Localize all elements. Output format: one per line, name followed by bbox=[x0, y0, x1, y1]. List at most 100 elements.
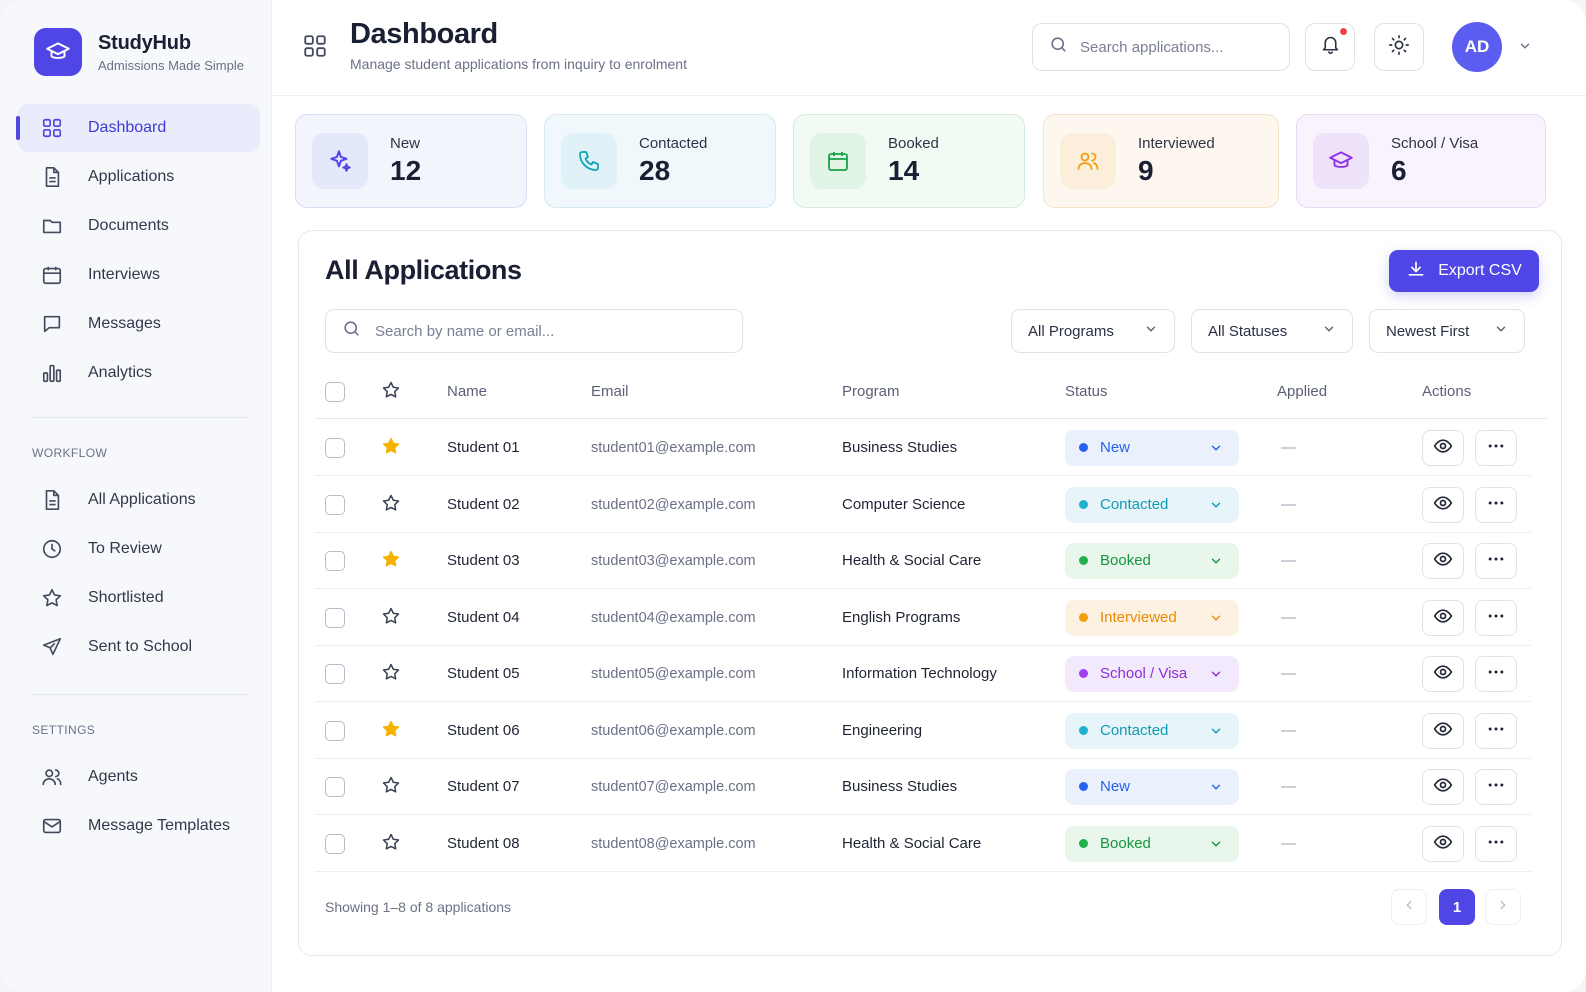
sidebar-item-message-templates[interactable]: Message Templates bbox=[18, 802, 260, 850]
more-actions-button[interactable] bbox=[1475, 655, 1517, 692]
prev-page-button[interactable] bbox=[1391, 889, 1427, 925]
row-checkbox[interactable] bbox=[325, 776, 345, 797]
more-actions-button[interactable] bbox=[1475, 825, 1517, 862]
star-icon[interactable] bbox=[381, 606, 401, 630]
sidebar-item-sent-to-school[interactable]: Sent to School bbox=[18, 623, 260, 671]
status-select[interactable]: New bbox=[1065, 429, 1239, 466]
column-header-status[interactable]: Status bbox=[1065, 383, 1108, 400]
brand-name: StudyHub bbox=[98, 31, 191, 54]
more-actions-button[interactable] bbox=[1475, 542, 1517, 579]
more-actions-button[interactable] bbox=[1475, 429, 1517, 466]
more-actions-button[interactable] bbox=[1475, 768, 1517, 805]
student-email: student05@example.com bbox=[591, 665, 756, 682]
star-filled-icon[interactable] bbox=[381, 436, 401, 460]
star-icon[interactable] bbox=[381, 380, 401, 404]
view-button[interactable] bbox=[1422, 486, 1464, 523]
star-filled-icon[interactable] bbox=[381, 549, 401, 573]
star-filled-icon[interactable] bbox=[381, 719, 401, 743]
column-header-email[interactable]: Email bbox=[591, 383, 629, 400]
status-select[interactable]: New bbox=[1065, 768, 1239, 805]
status-select[interactable]: Interviewed bbox=[1065, 599, 1239, 636]
table-row[interactable]: Student 05 student05@example.com Informati… bbox=[315, 645, 1531, 702]
student-email: student03@example.com bbox=[591, 552, 756, 569]
status-select[interactable]: Contacted bbox=[1065, 712, 1239, 749]
stat-card-interviewed[interactable]: Interviewed 9 bbox=[1043, 114, 1279, 208]
status-select[interactable]: Contacted bbox=[1065, 486, 1239, 523]
view-button[interactable] bbox=[1422, 768, 1464, 805]
row-checkbox[interactable] bbox=[325, 550, 345, 571]
sidebar-item-shortlisted[interactable]: Shortlisted bbox=[18, 574, 260, 622]
row-checkbox[interactable] bbox=[325, 494, 345, 515]
sidebar-item-interviews[interactable]: Interviews bbox=[18, 251, 260, 299]
chevron-down-icon[interactable] bbox=[1518, 39, 1532, 58]
student-name[interactable]: Student 03 bbox=[447, 552, 520, 569]
student-name[interactable]: Student 02 bbox=[447, 496, 520, 513]
export-csv-button[interactable]: Export CSV bbox=[1389, 250, 1539, 292]
more-actions-button[interactable] bbox=[1475, 712, 1517, 749]
sort-select[interactable]: Newest First bbox=[1369, 309, 1525, 353]
global-search-input[interactable] bbox=[1080, 38, 1270, 56]
view-button[interactable] bbox=[1422, 825, 1464, 862]
status-select[interactable]: Booked bbox=[1065, 825, 1239, 862]
view-button[interactable] bbox=[1422, 542, 1464, 579]
sidebar-item-agents[interactable]: Agents bbox=[18, 753, 260, 801]
next-page-button[interactable] bbox=[1485, 889, 1521, 925]
status-select[interactable]: School / Visa bbox=[1065, 655, 1239, 692]
more-actions-button[interactable] bbox=[1475, 599, 1517, 636]
column-header-program[interactable]: Program bbox=[842, 383, 900, 400]
brand[interactable]: StudyHub Admissions Made Simple bbox=[34, 28, 244, 76]
status-select[interactable]: Booked bbox=[1065, 542, 1239, 579]
chevron-down-icon bbox=[1322, 322, 1336, 340]
table-row[interactable]: Student 04 student04@example.com English P… bbox=[315, 589, 1531, 646]
sidebar-item-messages[interactable]: Messages bbox=[18, 300, 260, 348]
row-checkbox[interactable] bbox=[325, 720, 345, 741]
star-icon[interactable] bbox=[381, 662, 401, 686]
theme-toggle-button[interactable] bbox=[1374, 23, 1424, 71]
table-row[interactable]: Student 02 student02@example.com Computer … bbox=[315, 476, 1531, 533]
star-icon[interactable] bbox=[381, 775, 401, 799]
student-name[interactable]: Student 05 bbox=[447, 665, 520, 682]
filter-statuses-select[interactable]: All Statuses bbox=[1191, 309, 1353, 353]
download-icon bbox=[1406, 259, 1426, 284]
filter-programs-select[interactable]: All Programs bbox=[1011, 309, 1175, 353]
student-name[interactable]: Student 08 bbox=[447, 835, 520, 852]
table-row[interactable]: Student 03 student03@example.com Health & … bbox=[315, 532, 1531, 589]
table-search-input[interactable] bbox=[375, 322, 725, 340]
notifications-button[interactable] bbox=[1305, 23, 1355, 71]
student-name[interactable]: Student 04 bbox=[447, 609, 520, 626]
stat-card-contacted[interactable]: Contacted 28 bbox=[544, 114, 776, 208]
row-checkbox[interactable] bbox=[325, 833, 345, 854]
grid-icon[interactable] bbox=[302, 33, 328, 64]
view-button[interactable] bbox=[1422, 712, 1464, 749]
column-header-name[interactable]: Name bbox=[447, 383, 488, 400]
stat-card-school-visa[interactable]: School / Visa 6 bbox=[1296, 114, 1546, 208]
student-name[interactable]: Student 06 bbox=[447, 722, 520, 739]
avatar[interactable]: AD bbox=[1452, 22, 1502, 72]
view-button[interactable] bbox=[1422, 599, 1464, 636]
table-row[interactable]: Student 07 student07@example.com Business … bbox=[315, 758, 1531, 815]
row-checkbox[interactable] bbox=[325, 607, 345, 628]
column-header-applied[interactable]: Applied bbox=[1277, 383, 1328, 400]
select-all-checkbox[interactable] bbox=[325, 382, 345, 402]
row-checkbox[interactable] bbox=[325, 663, 345, 684]
table-row[interactable]: Student 06 student06@example.com Engineeri… bbox=[315, 702, 1531, 759]
view-button[interactable] bbox=[1422, 655, 1464, 692]
row-checkbox[interactable] bbox=[325, 437, 345, 458]
star-icon[interactable] bbox=[381, 493, 401, 517]
table-row[interactable]: Student 01 student01@example.com Business … bbox=[315, 419, 1531, 476]
stat-card-new[interactable]: New 12 bbox=[295, 114, 527, 208]
sidebar-item-dashboard[interactable]: Dashboard bbox=[16, 104, 260, 152]
sidebar-item-documents[interactable]: Documents bbox=[18, 202, 260, 250]
sidebar-item-all-applications[interactable]: All Applications bbox=[18, 476, 260, 524]
view-button[interactable] bbox=[1422, 429, 1464, 466]
stat-card-booked[interactable]: Booked 14 bbox=[793, 114, 1025, 208]
sidebar-item-to-review[interactable]: To Review bbox=[18, 525, 260, 573]
star-icon[interactable] bbox=[381, 832, 401, 856]
sidebar-item-applications[interactable]: Applications bbox=[18, 153, 260, 201]
student-name[interactable]: Student 01 bbox=[447, 439, 520, 456]
table-row[interactable]: Student 08 student08@example.com Health & … bbox=[315, 815, 1531, 872]
page-1-button[interactable]: 1 bbox=[1439, 889, 1475, 925]
more-actions-button[interactable] bbox=[1475, 486, 1517, 523]
sidebar-item-analytics[interactable]: Analytics bbox=[18, 349, 260, 397]
student-name[interactable]: Student 07 bbox=[447, 778, 520, 795]
